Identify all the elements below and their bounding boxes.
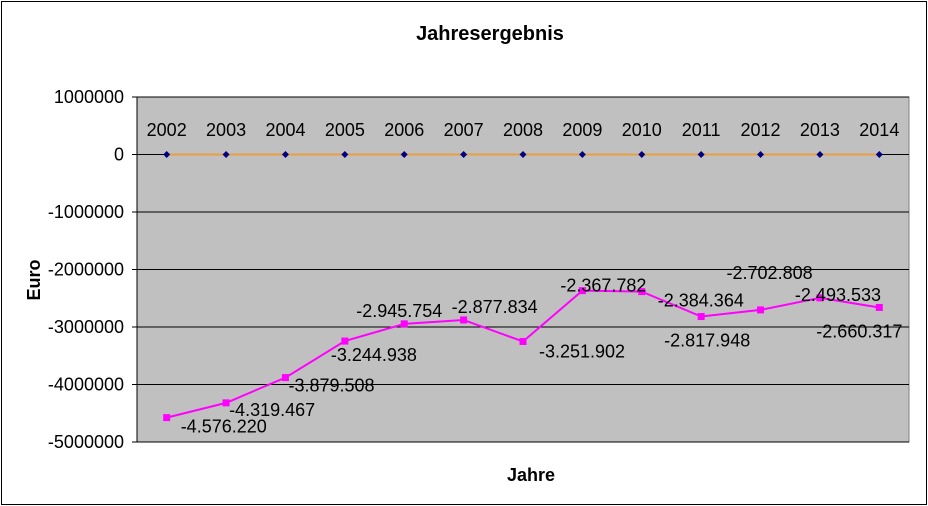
series-point-0 [519, 151, 527, 158]
data-label: -4.576.220 [181, 417, 267, 437]
data-label: -2.945.754 [356, 301, 442, 321]
series-point-1 [222, 399, 230, 407]
category-label: 2012 [741, 120, 781, 140]
chart-title: Jahresergebnis [416, 23, 564, 45]
series-point-1 [519, 337, 527, 345]
category-label: 2013 [800, 120, 840, 140]
series-point-0 [341, 151, 349, 158]
category-labels: 2002 2003 2004 2005 2006 2007 2008 2009 2010 2011… [147, 120, 900, 140]
series-point-1 [281, 374, 289, 382]
series-point-0 [816, 151, 824, 158]
data-label: -3.879.508 [288, 376, 374, 396]
series-point-0 [400, 151, 408, 158]
category-label: 2011 [682, 120, 721, 140]
series-point-0 [697, 151, 705, 158]
series-point-0 [222, 151, 230, 158]
data-label: -2.817.948 [664, 331, 750, 351]
x-axis-title: Jahre [507, 465, 555, 485]
y-tick-label: -4000000 [48, 375, 124, 395]
series-point-1 [400, 320, 408, 328]
series-point-0 [281, 151, 289, 158]
y-tick-label: 0 [114, 145, 124, 165]
category-label: 2008 [503, 120, 543, 140]
series-point-1 [757, 306, 765, 314]
series-point-1 [638, 288, 646, 296]
category-label: 2009 [562, 120, 602, 140]
category-label: 2014 [859, 120, 899, 140]
y-axis-ticks: 1000000 0 -1000000 -2000000 -3000000 -4000000… [48, 87, 137, 452]
series-point-1 [578, 287, 586, 295]
data-label: -2.702.808 [727, 263, 813, 283]
y-tick-label: -1000000 [48, 202, 124, 222]
series-point-1 [341, 337, 349, 345]
series-group [163, 151, 883, 422]
category-label: 2007 [444, 120, 484, 140]
data-label: -2.660.317 [816, 321, 902, 341]
series-point-0 [757, 151, 765, 158]
y-tick-label: -2000000 [48, 260, 124, 280]
category-label: 2010 [622, 120, 662, 140]
category-label: 2003 [206, 120, 246, 140]
y-tick-label: -3000000 [48, 317, 124, 337]
series-point-0 [638, 151, 646, 158]
category-label: 2005 [325, 120, 365, 140]
series-point-0 [460, 151, 468, 158]
data-label: -4.319.467 [229, 400, 315, 420]
data-label: -2.367.782 [560, 276, 646, 296]
series-point-1 [697, 313, 705, 321]
series-point-0 [578, 151, 586, 158]
data-label: -3.251.902 [539, 341, 625, 361]
y-axis-title: Euro [24, 259, 44, 300]
category-label: 2006 [384, 120, 424, 140]
category-label: 2002 [147, 120, 187, 140]
data-label: -2.877.834 [452, 297, 538, 317]
series-point-1 [875, 303, 883, 311]
y-tick-label: -5000000 [48, 432, 124, 452]
data-label: -2.384.364 [658, 291, 744, 311]
data-label: -2.493.533 [795, 285, 881, 305]
series-point-0 [163, 151, 171, 158]
series-point-0 [875, 151, 883, 158]
series-point-1 [816, 294, 824, 302]
data-labels: -4.576.220-4.319.467 -3.879.508 -3.244.938… [181, 263, 903, 437]
series-point-1 [460, 316, 468, 324]
category-label: 2004 [265, 120, 305, 140]
y-tick-label: 1000000 [54, 87, 124, 107]
data-label: -3.244.938 [331, 345, 417, 365]
series-point-1 [163, 414, 171, 422]
